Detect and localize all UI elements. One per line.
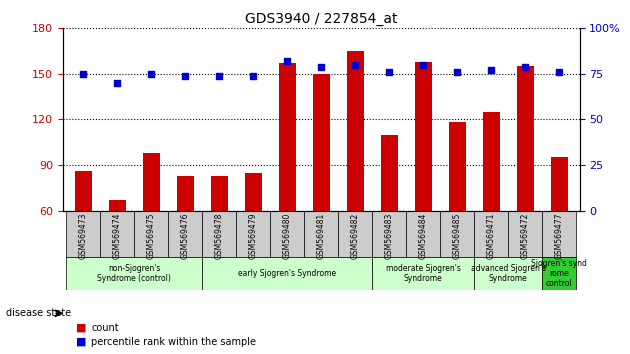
FancyBboxPatch shape xyxy=(66,257,202,290)
Text: GSM569473: GSM569473 xyxy=(79,213,88,259)
FancyBboxPatch shape xyxy=(474,257,542,290)
Text: GSM569484: GSM569484 xyxy=(419,213,428,259)
Point xyxy=(112,80,122,86)
Text: GSM569477: GSM569477 xyxy=(554,213,564,259)
Text: disease state: disease state xyxy=(6,308,71,318)
FancyBboxPatch shape xyxy=(304,211,338,257)
FancyBboxPatch shape xyxy=(542,211,576,257)
Point xyxy=(282,58,292,64)
FancyBboxPatch shape xyxy=(202,211,236,257)
Text: GSM569479: GSM569479 xyxy=(249,213,258,259)
Bar xyxy=(381,135,398,211)
Bar xyxy=(143,153,160,211)
Bar xyxy=(551,158,568,211)
Text: ■: ■ xyxy=(76,323,86,333)
Point xyxy=(486,67,496,73)
Bar xyxy=(483,112,500,211)
FancyBboxPatch shape xyxy=(100,211,134,257)
Point xyxy=(316,64,326,69)
FancyBboxPatch shape xyxy=(406,211,440,257)
Text: GSM569474: GSM569474 xyxy=(113,213,122,259)
Point xyxy=(146,71,156,77)
Point xyxy=(520,64,530,69)
Bar xyxy=(245,173,262,211)
FancyBboxPatch shape xyxy=(542,257,576,290)
Text: GSM569475: GSM569475 xyxy=(147,213,156,259)
Text: non-Sjogren's
Syndrome (control): non-Sjogren's Syndrome (control) xyxy=(98,264,171,283)
Text: GSM569476: GSM569476 xyxy=(181,213,190,259)
FancyBboxPatch shape xyxy=(66,211,100,257)
Point xyxy=(554,69,564,75)
Text: GSM569480: GSM569480 xyxy=(283,213,292,259)
Point xyxy=(180,73,190,79)
Bar xyxy=(517,66,534,211)
Point xyxy=(384,69,394,75)
Text: moderate Sjogren's
Syndrome: moderate Sjogren's Syndrome xyxy=(386,264,461,283)
FancyBboxPatch shape xyxy=(474,211,508,257)
Bar xyxy=(109,200,126,211)
Bar xyxy=(177,176,194,211)
Text: GSM569478: GSM569478 xyxy=(215,213,224,259)
Bar xyxy=(75,171,92,211)
Text: Sjogren's synd
rome
control: Sjogren's synd rome control xyxy=(531,259,587,289)
FancyBboxPatch shape xyxy=(168,211,202,257)
Point xyxy=(418,62,428,68)
Bar xyxy=(211,176,228,211)
Title: GDS3940 / 227854_at: GDS3940 / 227854_at xyxy=(245,12,398,26)
FancyBboxPatch shape xyxy=(508,211,542,257)
FancyBboxPatch shape xyxy=(270,211,304,257)
FancyBboxPatch shape xyxy=(202,257,372,290)
FancyBboxPatch shape xyxy=(134,211,168,257)
FancyBboxPatch shape xyxy=(440,211,474,257)
Text: advanced Sjogren's
Syndrome: advanced Sjogren's Syndrome xyxy=(471,264,546,283)
Bar xyxy=(346,51,364,211)
Bar xyxy=(449,122,466,211)
FancyBboxPatch shape xyxy=(236,211,270,257)
FancyBboxPatch shape xyxy=(372,211,406,257)
Text: GSM569483: GSM569483 xyxy=(385,213,394,259)
Point xyxy=(452,69,462,75)
Text: early Sjogren's Syndrome: early Sjogren's Syndrome xyxy=(238,269,336,278)
Text: count: count xyxy=(91,323,119,333)
Point xyxy=(78,71,88,77)
Text: ■: ■ xyxy=(76,337,86,347)
Point xyxy=(350,62,360,68)
Text: GSM569482: GSM569482 xyxy=(351,213,360,259)
Point xyxy=(214,73,224,79)
Bar xyxy=(415,62,432,211)
Text: GSM569471: GSM569471 xyxy=(487,213,496,259)
Point xyxy=(248,73,258,79)
Text: GSM569481: GSM569481 xyxy=(317,213,326,259)
Text: percentile rank within the sample: percentile rank within the sample xyxy=(91,337,256,347)
Bar xyxy=(313,74,329,211)
Text: GSM569472: GSM569472 xyxy=(521,213,530,259)
Text: GSM569485: GSM569485 xyxy=(453,213,462,259)
FancyBboxPatch shape xyxy=(372,257,474,290)
Bar xyxy=(279,63,296,211)
FancyBboxPatch shape xyxy=(338,211,372,257)
